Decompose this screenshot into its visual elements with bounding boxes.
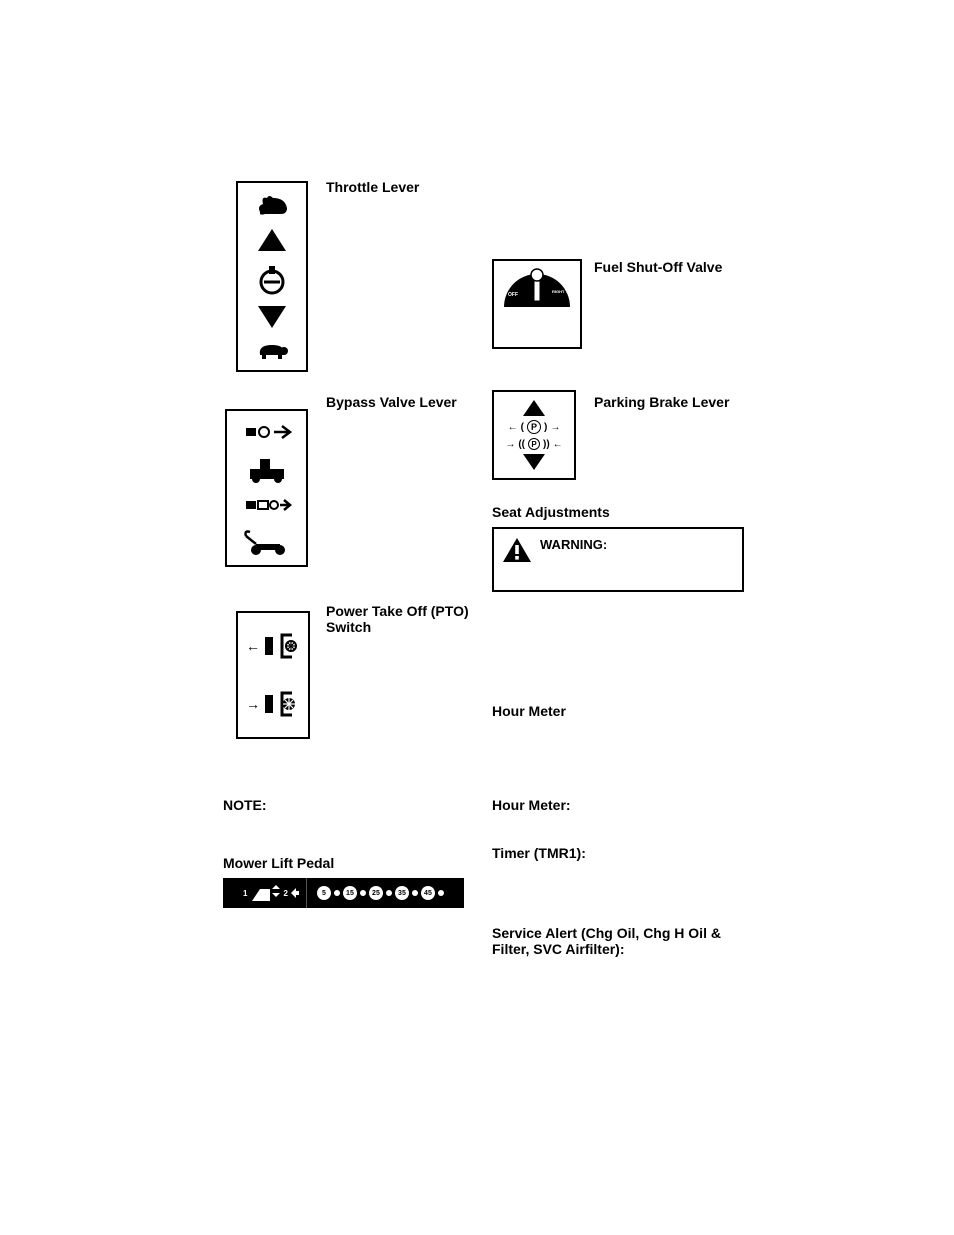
warning-label: WARNING: [540,537,607,552]
strip-right-section: 5 15 25 35 45 [311,886,450,900]
mower-push-icon [242,528,292,556]
strip-gauge-45: 45 [421,886,435,900]
arrow-down-icon [258,306,286,328]
strip-gauge-35: 35 [395,886,409,900]
svg-text:OFF: OFF [508,292,518,298]
blade-bracket-icon [278,633,300,659]
switch-in-icon [263,693,275,715]
strip-gauge-5: 5 [317,886,331,900]
strip-dot [334,890,340,896]
valve-closed-icon [242,420,292,444]
park-engage-row: ← ( P ) → [508,420,561,434]
mower-drive-icon [244,455,290,483]
strip-dot [386,890,392,896]
svg-text:LEFT TANK: LEFT TANK [530,315,552,320]
arrow-left-icon: ← [246,638,260,654]
bypass-valve-icon-box [225,409,308,567]
strip-dot [360,890,366,896]
parking-brake-icon-box: ← ( P ) → → (( P )) ← [492,390,576,480]
turtle-icon [254,337,290,361]
arrow-up-icon [523,400,545,416]
strip-gauge-25: 25 [369,886,383,900]
pto-on-row: → [246,691,300,717]
parking-brake-heading: Parking Brake Lever [594,394,729,410]
arrow-down-icon [523,454,545,470]
p-circle-icon: P [528,438,540,450]
strip-num-1: 1 [243,889,247,898]
paren-open: (( [518,439,525,450]
p-circle-icon: P [527,420,541,434]
arrow-left-icon: ← [553,439,563,450]
switch-out-icon [263,635,275,657]
seat-adjustments-heading: Seat Adjustments [492,504,610,520]
pto-switch-icon-box: ← → [236,611,310,739]
note-heading: NOTE: [223,797,267,813]
throttle-lever-icon-box [236,181,308,372]
mower-lift-strip: 1 2 5 15 25 35 45 [223,878,464,908]
arrow-right-icon: → [246,696,260,712]
park-release-row: → (( P )) ← [505,438,562,450]
arrow-right-icon: → [505,439,515,450]
warning-box: WARNING: [492,527,744,592]
paren-close: ) [544,422,547,433]
timer-label: Timer (TMR1): [492,845,586,861]
service-alert-label: Service Alert (Chg Oil, Chg H Oil & Filt… [492,925,742,957]
strip-arrow-icon [290,887,300,899]
strip-dot [412,890,418,896]
hour-meter-heading: Hour Meter [492,703,566,719]
choke-icon [254,260,290,296]
blade-bracket-on-icon [278,691,300,717]
strip-dot [438,890,444,896]
strip-gauge-15: 15 [343,886,357,900]
strip-left-section: 1 2 [237,878,307,908]
strip-num-2: 2 [284,889,288,898]
fuel-valve-icon: OFF RIGHT TANK LEFT TANK [494,261,580,347]
pto-off-row: ← [246,633,300,659]
bypass-valve-heading: Bypass Valve Lever [326,394,457,410]
paren-open: ( [521,422,524,433]
pto-switch-heading: Power Take Off (PTO) Switch [326,603,476,635]
valve-open-icon [242,493,292,517]
warning-triangle-icon [502,537,532,563]
arrow-right-icon: → [550,422,560,433]
throttle-lever-heading: Throttle Lever [326,179,419,195]
hour-meter-label: Hour Meter: [492,797,571,813]
mower-lift-pedal-heading: Mower Lift Pedal [223,855,334,871]
fuel-shutoff-icon-box: OFF RIGHT TANK LEFT TANK [492,259,582,349]
arrow-left-icon: ← [508,422,518,433]
paren-close: )) [543,439,550,450]
rabbit-icon [255,192,289,220]
pedal-down-icon [250,883,282,903]
arrow-up-icon [258,229,286,251]
fuel-shutoff-heading: Fuel Shut-Off Valve [594,259,722,275]
svg-text:RIGHT TANK: RIGHT TANK [552,289,576,294]
